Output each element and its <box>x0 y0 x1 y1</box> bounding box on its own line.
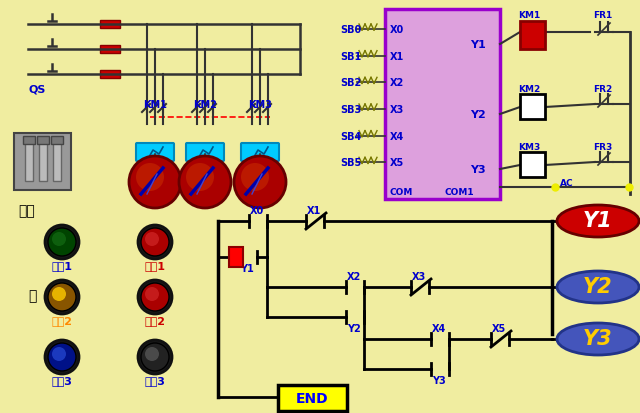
Text: SB4: SB4 <box>340 131 361 141</box>
Text: X5: X5 <box>492 323 506 333</box>
FancyBboxPatch shape <box>385 10 500 199</box>
Text: QS: QS <box>28 85 45 95</box>
Circle shape <box>52 287 66 301</box>
Text: Y3: Y3 <box>470 165 486 175</box>
Ellipse shape <box>129 157 181 209</box>
FancyBboxPatch shape <box>37 137 49 145</box>
Circle shape <box>45 340 79 374</box>
Ellipse shape <box>557 271 639 303</box>
Text: X4: X4 <box>432 323 446 333</box>
Text: X4: X4 <box>390 131 404 141</box>
Text: 停止2: 停止2 <box>145 315 166 325</box>
Text: X0: X0 <box>390 25 404 35</box>
Text: SB2: SB2 <box>340 78 361 88</box>
Text: AC: AC <box>560 178 573 188</box>
FancyBboxPatch shape <box>100 46 120 54</box>
Text: Y3: Y3 <box>583 328 613 348</box>
Text: 电源: 电源 <box>18 204 35 218</box>
Circle shape <box>145 287 159 301</box>
Text: X0: X0 <box>250 206 264 216</box>
FancyBboxPatch shape <box>14 134 71 190</box>
Text: END: END <box>296 391 328 405</box>
Text: KM2: KM2 <box>518 85 540 94</box>
Circle shape <box>45 280 79 314</box>
FancyBboxPatch shape <box>39 142 47 182</box>
Text: X5: X5 <box>390 158 404 168</box>
Text: Y2: Y2 <box>470 110 486 120</box>
Text: SB5: SB5 <box>340 158 361 168</box>
Text: Y2: Y2 <box>347 323 361 333</box>
FancyBboxPatch shape <box>520 95 545 120</box>
Circle shape <box>141 343 169 371</box>
Text: 停止3: 停止3 <box>145 375 165 385</box>
Circle shape <box>52 347 66 361</box>
Ellipse shape <box>186 164 214 192</box>
Text: FR2: FR2 <box>593 85 612 94</box>
Circle shape <box>138 340 172 374</box>
Circle shape <box>45 225 79 259</box>
Text: SB3: SB3 <box>340 105 361 115</box>
Text: COM: COM <box>390 188 413 197</box>
Text: SB1: SB1 <box>340 52 361 62</box>
Text: 启动1: 启动1 <box>51 260 72 271</box>
Circle shape <box>48 343 76 371</box>
Circle shape <box>138 225 172 259</box>
Text: X2: X2 <box>347 271 361 281</box>
Circle shape <box>138 280 172 314</box>
Text: Y1: Y1 <box>583 211 613 230</box>
Ellipse shape <box>557 206 639 237</box>
Text: Y1: Y1 <box>470 40 486 50</box>
Ellipse shape <box>179 157 231 209</box>
Circle shape <box>48 283 76 311</box>
Text: KM3: KM3 <box>248 100 272 110</box>
Ellipse shape <box>234 157 286 209</box>
Text: 启动2: 启动2 <box>51 315 72 325</box>
FancyBboxPatch shape <box>520 22 545 50</box>
Text: 启动3: 启动3 <box>52 375 72 385</box>
FancyBboxPatch shape <box>136 144 174 161</box>
Ellipse shape <box>557 323 639 355</box>
FancyBboxPatch shape <box>186 144 224 161</box>
FancyBboxPatch shape <box>278 385 347 411</box>
Circle shape <box>141 228 169 256</box>
Text: KM1: KM1 <box>143 100 167 110</box>
Ellipse shape <box>241 164 269 192</box>
Text: 停止1: 停止1 <box>145 260 166 271</box>
Text: SB0: SB0 <box>340 25 361 35</box>
Text: X1: X1 <box>307 206 321 216</box>
Circle shape <box>145 347 159 361</box>
Text: COM1: COM1 <box>445 188 475 197</box>
Text: Y3: Y3 <box>432 375 445 385</box>
Text: X3: X3 <box>390 105 404 115</box>
FancyBboxPatch shape <box>51 137 63 145</box>
FancyBboxPatch shape <box>241 144 279 161</box>
Text: KM3: KM3 <box>518 142 540 152</box>
Text: X3: X3 <box>412 271 426 281</box>
Text: Y2: Y2 <box>583 276 613 296</box>
Text: Y1: Y1 <box>240 263 253 273</box>
Ellipse shape <box>136 164 164 192</box>
Circle shape <box>52 233 66 247</box>
Text: X2: X2 <box>390 78 404 88</box>
Text: FR3: FR3 <box>593 142 612 152</box>
Text: X1: X1 <box>390 52 404 62</box>
Text: FR1: FR1 <box>593 11 612 20</box>
Text: KM1: KM1 <box>518 11 540 20</box>
FancyBboxPatch shape <box>229 247 243 267</box>
Text: KM2: KM2 <box>193 100 217 110</box>
FancyBboxPatch shape <box>100 21 120 29</box>
Circle shape <box>48 228 76 256</box>
FancyBboxPatch shape <box>520 153 545 178</box>
FancyBboxPatch shape <box>25 142 33 182</box>
FancyBboxPatch shape <box>100 71 120 79</box>
FancyBboxPatch shape <box>23 137 35 145</box>
Text: 🔥: 🔥 <box>28 288 36 302</box>
Circle shape <box>145 233 159 247</box>
Circle shape <box>141 283 169 311</box>
FancyBboxPatch shape <box>53 142 61 182</box>
